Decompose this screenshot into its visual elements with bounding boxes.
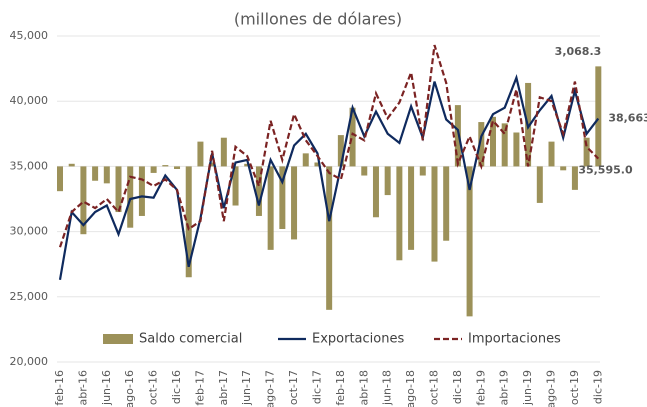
x-tick-label: ago-16 bbox=[123, 370, 136, 407]
bar bbox=[267, 166, 274, 250]
bar bbox=[595, 66, 602, 167]
y-tick-label: 20,000 bbox=[10, 355, 49, 368]
bar bbox=[291, 166, 298, 240]
x-tick-label: oct-17 bbox=[287, 370, 300, 405]
bar bbox=[279, 166, 286, 229]
y-tick-label: 45,000 bbox=[10, 29, 49, 42]
bar bbox=[162, 165, 169, 167]
bar bbox=[302, 153, 309, 167]
bar bbox=[185, 166, 192, 278]
bar bbox=[384, 166, 391, 196]
bar bbox=[68, 163, 75, 167]
bar bbox=[337, 135, 344, 167]
bar bbox=[209, 162, 216, 167]
legend-label: Importaciones bbox=[468, 332, 561, 347]
bar bbox=[583, 137, 590, 167]
legend-label: Saldo comercial bbox=[139, 332, 242, 347]
legend-label: Exportaciones bbox=[312, 332, 404, 347]
x-tick-label: ago-17 bbox=[264, 370, 277, 407]
y-tick-label: 35,000 bbox=[10, 159, 49, 172]
x-tick-label: oct-16 bbox=[147, 370, 160, 405]
bar bbox=[431, 166, 438, 262]
x-tick-label: abr-18 bbox=[357, 370, 370, 406]
bar bbox=[419, 166, 426, 176]
bar bbox=[174, 166, 181, 170]
x-tick-label: jun-17 bbox=[240, 370, 253, 406]
bar bbox=[57, 166, 63, 192]
bar bbox=[150, 166, 157, 173]
bar bbox=[536, 166, 543, 203]
y-tick-label: 40,000 bbox=[10, 94, 49, 107]
x-tick-label: oct-18 bbox=[427, 370, 440, 405]
bar bbox=[232, 166, 239, 206]
x-tick-label: dic-19 bbox=[591, 370, 604, 404]
bar bbox=[349, 107, 356, 167]
x-tick-label: dic-17 bbox=[310, 370, 323, 404]
x-tick-label: feb-19 bbox=[474, 370, 487, 406]
chart-title: (millones de dólares) bbox=[234, 10, 402, 29]
dashed-line bbox=[58, 44, 600, 248]
bar bbox=[314, 162, 321, 167]
value-label: 35,595.0 bbox=[578, 164, 633, 177]
value-label: 3,068.3 bbox=[555, 45, 602, 58]
x-tick-label: ago-19 bbox=[545, 370, 558, 407]
bar bbox=[115, 166, 122, 213]
bar bbox=[489, 116, 496, 167]
bar bbox=[454, 105, 461, 167]
bar bbox=[571, 166, 578, 190]
x-tick-label: dic-18 bbox=[451, 370, 464, 404]
line bbox=[58, 74, 600, 280]
bar bbox=[560, 166, 567, 171]
bar bbox=[501, 123, 508, 167]
x-tick-label: feb-16 bbox=[53, 370, 66, 406]
bar bbox=[466, 166, 473, 317]
x-tick-label: oct-19 bbox=[568, 370, 581, 405]
x-tick-label: ago-18 bbox=[404, 370, 417, 407]
bar bbox=[244, 163, 251, 167]
bar bbox=[478, 122, 485, 167]
bar bbox=[396, 166, 403, 261]
x-tick-label: feb-18 bbox=[334, 370, 347, 406]
bar bbox=[361, 166, 368, 176]
bar bbox=[103, 166, 110, 184]
bar bbox=[127, 166, 134, 228]
bar bbox=[513, 132, 520, 167]
bar bbox=[220, 137, 227, 167]
x-tick-label: feb-17 bbox=[193, 370, 206, 406]
x-tick-label: abr-17 bbox=[217, 370, 230, 406]
x-tick-label: jun-16 bbox=[100, 370, 113, 406]
bar bbox=[548, 141, 555, 167]
bar bbox=[408, 166, 415, 250]
bar bbox=[255, 166, 262, 216]
legend-swatch bbox=[103, 334, 133, 344]
x-tick-label: jun-19 bbox=[521, 370, 534, 406]
y-tick-label: 30,000 bbox=[10, 225, 49, 238]
bar bbox=[372, 166, 379, 218]
bar bbox=[80, 166, 87, 235]
bar bbox=[326, 166, 333, 310]
bar bbox=[138, 166, 145, 216]
bar bbox=[443, 166, 450, 241]
x-tick-label: abr-16 bbox=[76, 370, 89, 406]
bar bbox=[92, 166, 99, 181]
x-tick-label: abr-19 bbox=[498, 370, 511, 406]
bar bbox=[197, 141, 204, 167]
x-tick-label: dic-16 bbox=[170, 370, 183, 404]
y-tick-label: 25,000 bbox=[10, 290, 49, 303]
x-tick-label: jun-18 bbox=[381, 370, 394, 406]
value-label: 38,663.3 bbox=[608, 112, 647, 125]
